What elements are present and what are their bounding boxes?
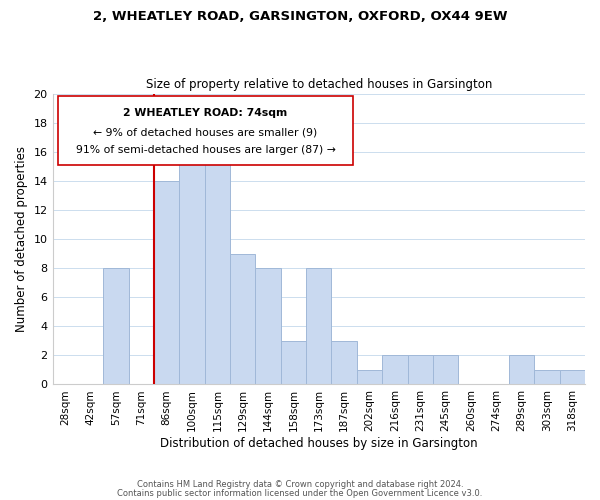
Bar [230,254,256,384]
Y-axis label: Number of detached properties: Number of detached properties [15,146,28,332]
Bar [205,152,230,384]
Text: Contains HM Land Registry data © Crown copyright and database right 2024.: Contains HM Land Registry data © Crown c… [137,480,463,489]
Text: 2, WHEATLEY ROAD, GARSINGTON, OXFORD, OX44 9EW: 2, WHEATLEY ROAD, GARSINGTON, OXFORD, OX… [93,10,507,23]
Bar [103,268,128,384]
Bar [357,370,382,384]
Text: 2 WHEATLEY ROAD: 74sqm: 2 WHEATLEY ROAD: 74sqm [124,108,288,118]
Bar [256,268,281,384]
FancyBboxPatch shape [58,96,353,165]
Bar [534,370,560,384]
Bar [382,356,407,384]
Bar [281,341,306,384]
Bar [509,356,534,384]
Bar [179,108,205,384]
Bar [433,356,458,384]
Text: Contains public sector information licensed under the Open Government Licence v3: Contains public sector information licen… [118,490,482,498]
Bar [154,181,179,384]
X-axis label: Distribution of detached houses by size in Garsington: Distribution of detached houses by size … [160,437,478,450]
Bar [407,356,433,384]
Bar [331,341,357,384]
Text: ← 9% of detached houses are smaller (9): ← 9% of detached houses are smaller (9) [94,127,318,137]
Text: 91% of semi-detached houses are larger (87) →: 91% of semi-detached houses are larger (… [76,146,335,156]
Bar [306,268,331,384]
Title: Size of property relative to detached houses in Garsington: Size of property relative to detached ho… [146,78,492,91]
Bar [560,370,585,384]
